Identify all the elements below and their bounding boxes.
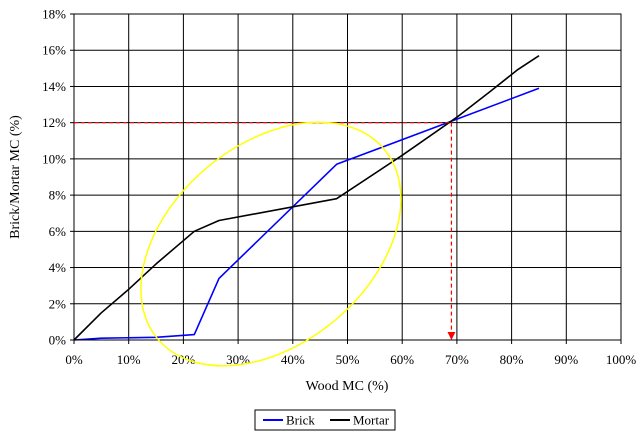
x-tick-label: 0% [65, 352, 83, 367]
x-tick-label: 100% [606, 352, 637, 367]
y-tick-label: 12% [42, 115, 66, 130]
x-tick-label: 10% [117, 352, 141, 367]
x-tick-label: 90% [554, 352, 578, 367]
y-tick-label: 16% [42, 43, 66, 58]
x-axis-label: Wood MC (%) [306, 379, 389, 394]
x-tick-label: 70% [445, 352, 469, 367]
x-tick-label: 40% [281, 352, 305, 367]
annotations [74, 121, 456, 367]
legend-label-brick: Brick [286, 413, 315, 428]
series-lines [73, 13, 622, 341]
y-tick-label: 4% [49, 260, 67, 275]
y-tick-label: 8% [49, 188, 67, 203]
x-tick-label: 60% [390, 352, 414, 367]
highlight-ellipse [140, 121, 402, 367]
y-tick-label: 6% [49, 224, 67, 239]
y-tick-label: 14% [42, 79, 66, 94]
plot-frame [73, 13, 622, 341]
x-tick-label: 50% [336, 352, 360, 367]
legend-label-mortar: Mortar [353, 413, 390, 428]
series-line-mortar [73, 55, 540, 341]
x-tick-label: 80% [500, 352, 524, 367]
reference-arrowhead [447, 332, 456, 340]
y-axis-label: Brick/Mortar MC (%) [8, 115, 23, 239]
y-tick-label: 2% [49, 296, 67, 311]
legend[interactable]: Brick Mortar [254, 409, 396, 431]
y-tick-label: 10% [42, 151, 66, 166]
y-tick-label: 0% [49, 333, 67, 348]
x-tick-label: 30% [226, 352, 250, 367]
y-tick-labels: 0% 2% 4% 6% 8% 10% 12% 14% 16% 18% [42, 7, 66, 348]
legend-box [254, 409, 396, 431]
y-tick-label: 18% [42, 7, 66, 22]
series-line-brick [73, 87, 540, 341]
